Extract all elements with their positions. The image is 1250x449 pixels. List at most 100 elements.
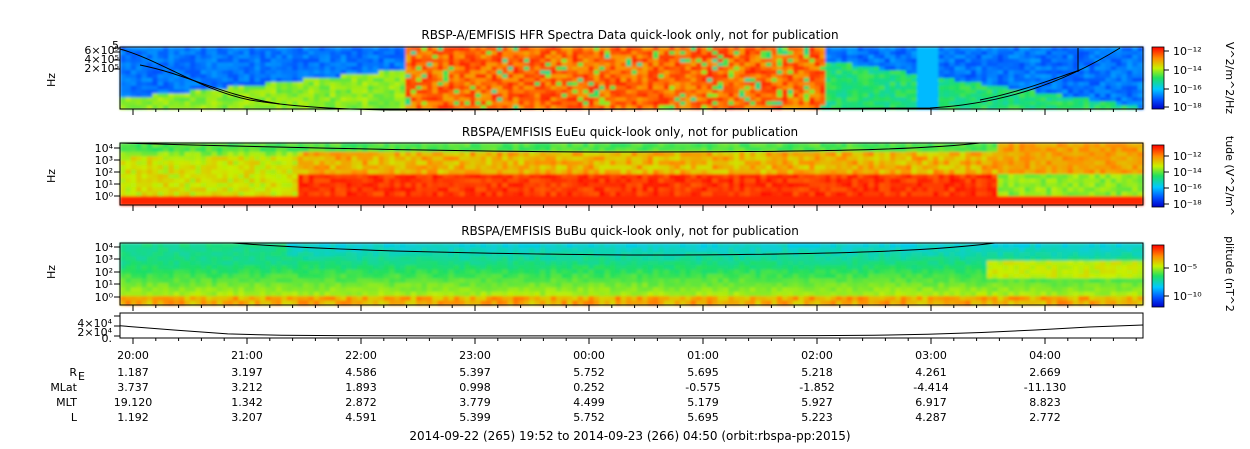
hfr-cell bbox=[286, 58, 293, 64]
hfr-cell bbox=[152, 54, 159, 60]
hfr-cell bbox=[152, 101, 159, 106]
hfr-cell bbox=[502, 66, 509, 71]
eueu-cell bbox=[486, 178, 493, 184]
hfr-cell bbox=[771, 105, 778, 110]
hfr-cell bbox=[335, 70, 342, 75]
hfr-cell bbox=[825, 97, 832, 102]
hfr-cell bbox=[1003, 78, 1009, 83]
hfr-cell bbox=[749, 89, 756, 95]
hfr-cell bbox=[631, 50, 638, 56]
eueu-cell bbox=[383, 151, 390, 157]
eueu-cell bbox=[642, 160, 649, 166]
hfr-cell bbox=[356, 62, 363, 67]
eueu-cell bbox=[346, 156, 353, 162]
eueu-cell bbox=[340, 156, 347, 162]
eueu-cell bbox=[669, 178, 676, 184]
hfr-cell bbox=[432, 85, 439, 91]
hfr-cell bbox=[744, 66, 751, 71]
hfr-cell bbox=[938, 66, 945, 71]
hfr-cell bbox=[1121, 58, 1128, 64]
eueu-cell bbox=[168, 200, 175, 206]
eueu-cell bbox=[513, 143, 520, 149]
hfr-cell bbox=[399, 81, 406, 87]
eueu-cell bbox=[421, 143, 428, 149]
hfr-cell bbox=[636, 74, 643, 79]
hfr-cell bbox=[426, 85, 433, 91]
eueu-cell bbox=[346, 187, 353, 193]
hfr-cell bbox=[480, 78, 487, 83]
hfr-cell bbox=[776, 47, 783, 52]
hfr-cell bbox=[1083, 81, 1090, 87]
hfr-cell bbox=[793, 101, 800, 106]
hfr-cell bbox=[373, 66, 380, 71]
hfr-cell bbox=[1035, 105, 1042, 110]
hfr-cell bbox=[292, 101, 299, 106]
eueu-cell bbox=[583, 174, 590, 180]
eueu-cell bbox=[706, 178, 713, 184]
eueu-cell bbox=[733, 143, 740, 149]
eueu-cell bbox=[518, 143, 525, 149]
eueu-cell bbox=[367, 178, 374, 184]
hfr-cell bbox=[303, 85, 310, 91]
hfr-cell bbox=[216, 78, 223, 83]
eueu-cell bbox=[136, 143, 143, 149]
eueu-cell bbox=[523, 174, 530, 180]
eueu-cell bbox=[373, 182, 380, 188]
hfr-cell bbox=[986, 74, 993, 79]
hfr-cell bbox=[1003, 81, 1009, 87]
eueu-cell bbox=[577, 160, 584, 166]
hfr-cell bbox=[120, 81, 126, 87]
hfr-cell bbox=[502, 93, 509, 98]
hfr-cell bbox=[1029, 105, 1036, 110]
hfr-cell bbox=[1126, 66, 1133, 71]
hfr-cell bbox=[324, 105, 331, 110]
eueu-cell bbox=[814, 191, 821, 197]
hfr-cell bbox=[599, 47, 606, 52]
hfr-cell bbox=[335, 78, 342, 83]
hfr-cell bbox=[351, 50, 358, 56]
hfr-cell bbox=[884, 58, 891, 64]
eueu-cell bbox=[825, 156, 832, 162]
eueu-cell bbox=[233, 151, 240, 157]
hfr-cell bbox=[1051, 78, 1058, 83]
eueu-cell bbox=[216, 156, 223, 162]
hfr-cell bbox=[830, 47, 837, 52]
hfr-cell bbox=[900, 47, 907, 52]
eueu-cell bbox=[141, 143, 148, 149]
hfr-cell bbox=[448, 105, 455, 110]
eueu-cell bbox=[749, 165, 756, 171]
hfr-cell bbox=[809, 50, 816, 56]
hfr-cell bbox=[609, 50, 616, 56]
hfr-cell bbox=[631, 54, 638, 60]
hfr-cell bbox=[545, 78, 552, 83]
hfr-cell bbox=[168, 85, 175, 91]
eueu-cell bbox=[841, 200, 848, 206]
hfr-cell bbox=[911, 74, 918, 79]
hfr-cell bbox=[766, 101, 773, 106]
hfr-colorbar bbox=[1151, 46, 1165, 110]
eueu-cell bbox=[572, 191, 579, 197]
eueu-cell bbox=[303, 169, 310, 175]
hfr-cell bbox=[1062, 89, 1069, 95]
eueu-cell bbox=[615, 191, 622, 197]
hfr-cell bbox=[157, 54, 164, 60]
eueu-cell bbox=[588, 174, 595, 180]
eueu-cell bbox=[163, 200, 170, 206]
hfr-cell bbox=[491, 66, 498, 71]
hfr-cell bbox=[776, 105, 783, 110]
hfr-cell bbox=[227, 50, 234, 56]
eueu-cell bbox=[545, 156, 552, 162]
hfr-cell bbox=[857, 62, 864, 67]
hfr-cell bbox=[1089, 93, 1096, 98]
hfr-cell bbox=[593, 47, 600, 52]
eueu-cell bbox=[739, 178, 746, 184]
hfr-cell bbox=[281, 78, 288, 83]
hfr-cell bbox=[1040, 93, 1047, 98]
hfr-cell bbox=[970, 70, 977, 75]
hfr-cell bbox=[663, 81, 670, 87]
hfr-cell bbox=[771, 78, 778, 83]
hfr-cell bbox=[308, 74, 315, 79]
hfr-cell bbox=[513, 105, 520, 110]
hfr-cell bbox=[981, 101, 988, 106]
hfr-cell bbox=[787, 105, 794, 110]
